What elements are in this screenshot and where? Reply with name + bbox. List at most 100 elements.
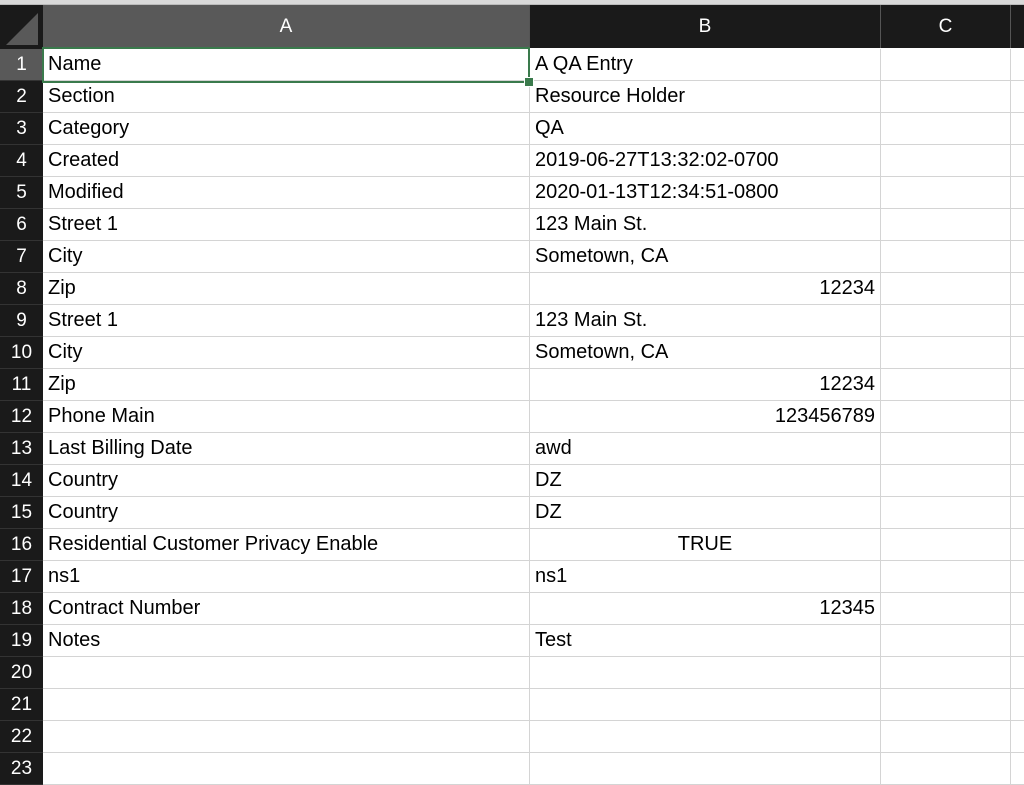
cell-b[interactable]: 123 Main St. (530, 305, 881, 337)
cell-b[interactable] (530, 657, 881, 689)
cell-a[interactable]: Last Billing Date (43, 433, 530, 465)
cell-b[interactable]: 123 Main St. (530, 209, 881, 241)
cell-a[interactable]: Zip (43, 369, 530, 401)
cell-b[interactable]: TRUE (530, 529, 881, 561)
cell-d[interactable] (1011, 145, 1024, 177)
cell-a[interactable]: Residential Customer Privacy Enable (43, 529, 530, 561)
row-header[interactable]: 11 (0, 369, 43, 401)
cell-c[interactable] (881, 433, 1011, 465)
cell-d[interactable] (1011, 305, 1024, 337)
cell-d[interactable] (1011, 753, 1024, 785)
cell-b[interactable]: Sometown, CA (530, 337, 881, 369)
cell-d[interactable] (1011, 177, 1024, 209)
cell-a[interactable]: Street 1 (43, 209, 530, 241)
cell-c[interactable] (881, 177, 1011, 209)
cell-a[interactable]: Section (43, 81, 530, 113)
fill-handle[interactable] (524, 77, 534, 87)
cell-a[interactable]: City (43, 337, 530, 369)
cell-c[interactable] (881, 721, 1011, 753)
cell-d[interactable] (1011, 465, 1024, 497)
cell-a[interactable]: City (43, 241, 530, 273)
cell-a[interactable]: Country (43, 497, 530, 529)
cell-c[interactable] (881, 625, 1011, 657)
row-header[interactable]: 19 (0, 625, 43, 657)
cell-d[interactable] (1011, 689, 1024, 721)
cell-b[interactable]: QA (530, 113, 881, 145)
cell-b[interactable]: awd (530, 433, 881, 465)
cell-d[interactable] (1011, 81, 1024, 113)
cell-a[interactable] (43, 689, 530, 721)
row-header[interactable]: 4 (0, 145, 43, 177)
cell-a[interactable]: ns1 (43, 561, 530, 593)
cell-b[interactable]: A QA Entry (530, 49, 881, 81)
column-header-c[interactable]: C (881, 5, 1011, 48)
column-header-b[interactable]: B (530, 5, 881, 48)
cell-c[interactable] (881, 529, 1011, 561)
cell-d[interactable] (1011, 241, 1024, 273)
cell-c[interactable] (881, 497, 1011, 529)
cell-a[interactable]: Category (43, 113, 530, 145)
cell-d[interactable] (1011, 497, 1024, 529)
cell-d[interactable] (1011, 657, 1024, 689)
cell-d[interactable] (1011, 337, 1024, 369)
cell-d[interactable] (1011, 433, 1024, 465)
cell-c[interactable] (881, 113, 1011, 145)
cell-b[interactable]: 12234 (530, 369, 881, 401)
row-header[interactable]: 9 (0, 305, 43, 337)
cell-c[interactable] (881, 209, 1011, 241)
cell-b[interactable]: DZ (530, 497, 881, 529)
row-header[interactable]: 6 (0, 209, 43, 241)
row-header[interactable]: 21 (0, 689, 43, 721)
row-header[interactable]: 15 (0, 497, 43, 529)
cell-d[interactable] (1011, 113, 1024, 145)
row-header[interactable]: 5 (0, 177, 43, 209)
cell-c[interactable] (881, 689, 1011, 721)
cell-b[interactable]: 12234 (530, 273, 881, 305)
cell-a[interactable] (43, 721, 530, 753)
cell-c[interactable] (881, 273, 1011, 305)
cell-a[interactable]: Country (43, 465, 530, 497)
cell-a[interactable]: Zip (43, 273, 530, 305)
row-header[interactable]: 12 (0, 401, 43, 433)
row-header[interactable]: 20 (0, 657, 43, 689)
row-header[interactable]: 22 (0, 721, 43, 753)
cell-d[interactable] (1011, 209, 1024, 241)
row-header[interactable]: 1 (0, 49, 43, 81)
cell-a[interactable]: Modified (43, 177, 530, 209)
cell-c[interactable] (881, 337, 1011, 369)
cell-b[interactable] (530, 753, 881, 785)
cell-b[interactable]: 12345 (530, 593, 881, 625)
cell-d[interactable] (1011, 273, 1024, 305)
cell-d[interactable] (1011, 561, 1024, 593)
cell-b[interactable]: 2020-01-13T12:34:51-0800 (530, 177, 881, 209)
cell-b[interactable]: Resource Holder (530, 81, 881, 113)
row-header[interactable]: 8 (0, 273, 43, 305)
cell-c[interactable] (881, 593, 1011, 625)
cell-d[interactable] (1011, 369, 1024, 401)
select-all-button[interactable] (0, 5, 43, 49)
cell-a[interactable]: Name (43, 49, 530, 81)
cell-c[interactable] (881, 241, 1011, 273)
cell-c[interactable] (881, 657, 1011, 689)
cell-b[interactable]: Sometown, CA (530, 241, 881, 273)
column-header-a[interactable]: A (43, 5, 530, 48)
cell-b[interactable]: 123456789 (530, 401, 881, 433)
row-header[interactable]: 23 (0, 753, 43, 785)
row-header[interactable]: 10 (0, 337, 43, 369)
cell-a[interactable] (43, 753, 530, 785)
cell-c[interactable] (881, 81, 1011, 113)
cell-c[interactable] (881, 49, 1011, 81)
cell-b[interactable]: Test (530, 625, 881, 657)
cell-d[interactable] (1011, 401, 1024, 433)
row-header[interactable]: 14 (0, 465, 43, 497)
row-header[interactable]: 13 (0, 433, 43, 465)
cell-b[interactable] (530, 689, 881, 721)
cell-a[interactable]: Phone Main (43, 401, 530, 433)
cell-a[interactable] (43, 657, 530, 689)
cell-c[interactable] (881, 305, 1011, 337)
cell-d[interactable] (1011, 49, 1024, 81)
cell-c[interactable] (881, 369, 1011, 401)
cell-d[interactable] (1011, 721, 1024, 753)
row-header[interactable]: 7 (0, 241, 43, 273)
row-header[interactable]: 2 (0, 81, 43, 113)
